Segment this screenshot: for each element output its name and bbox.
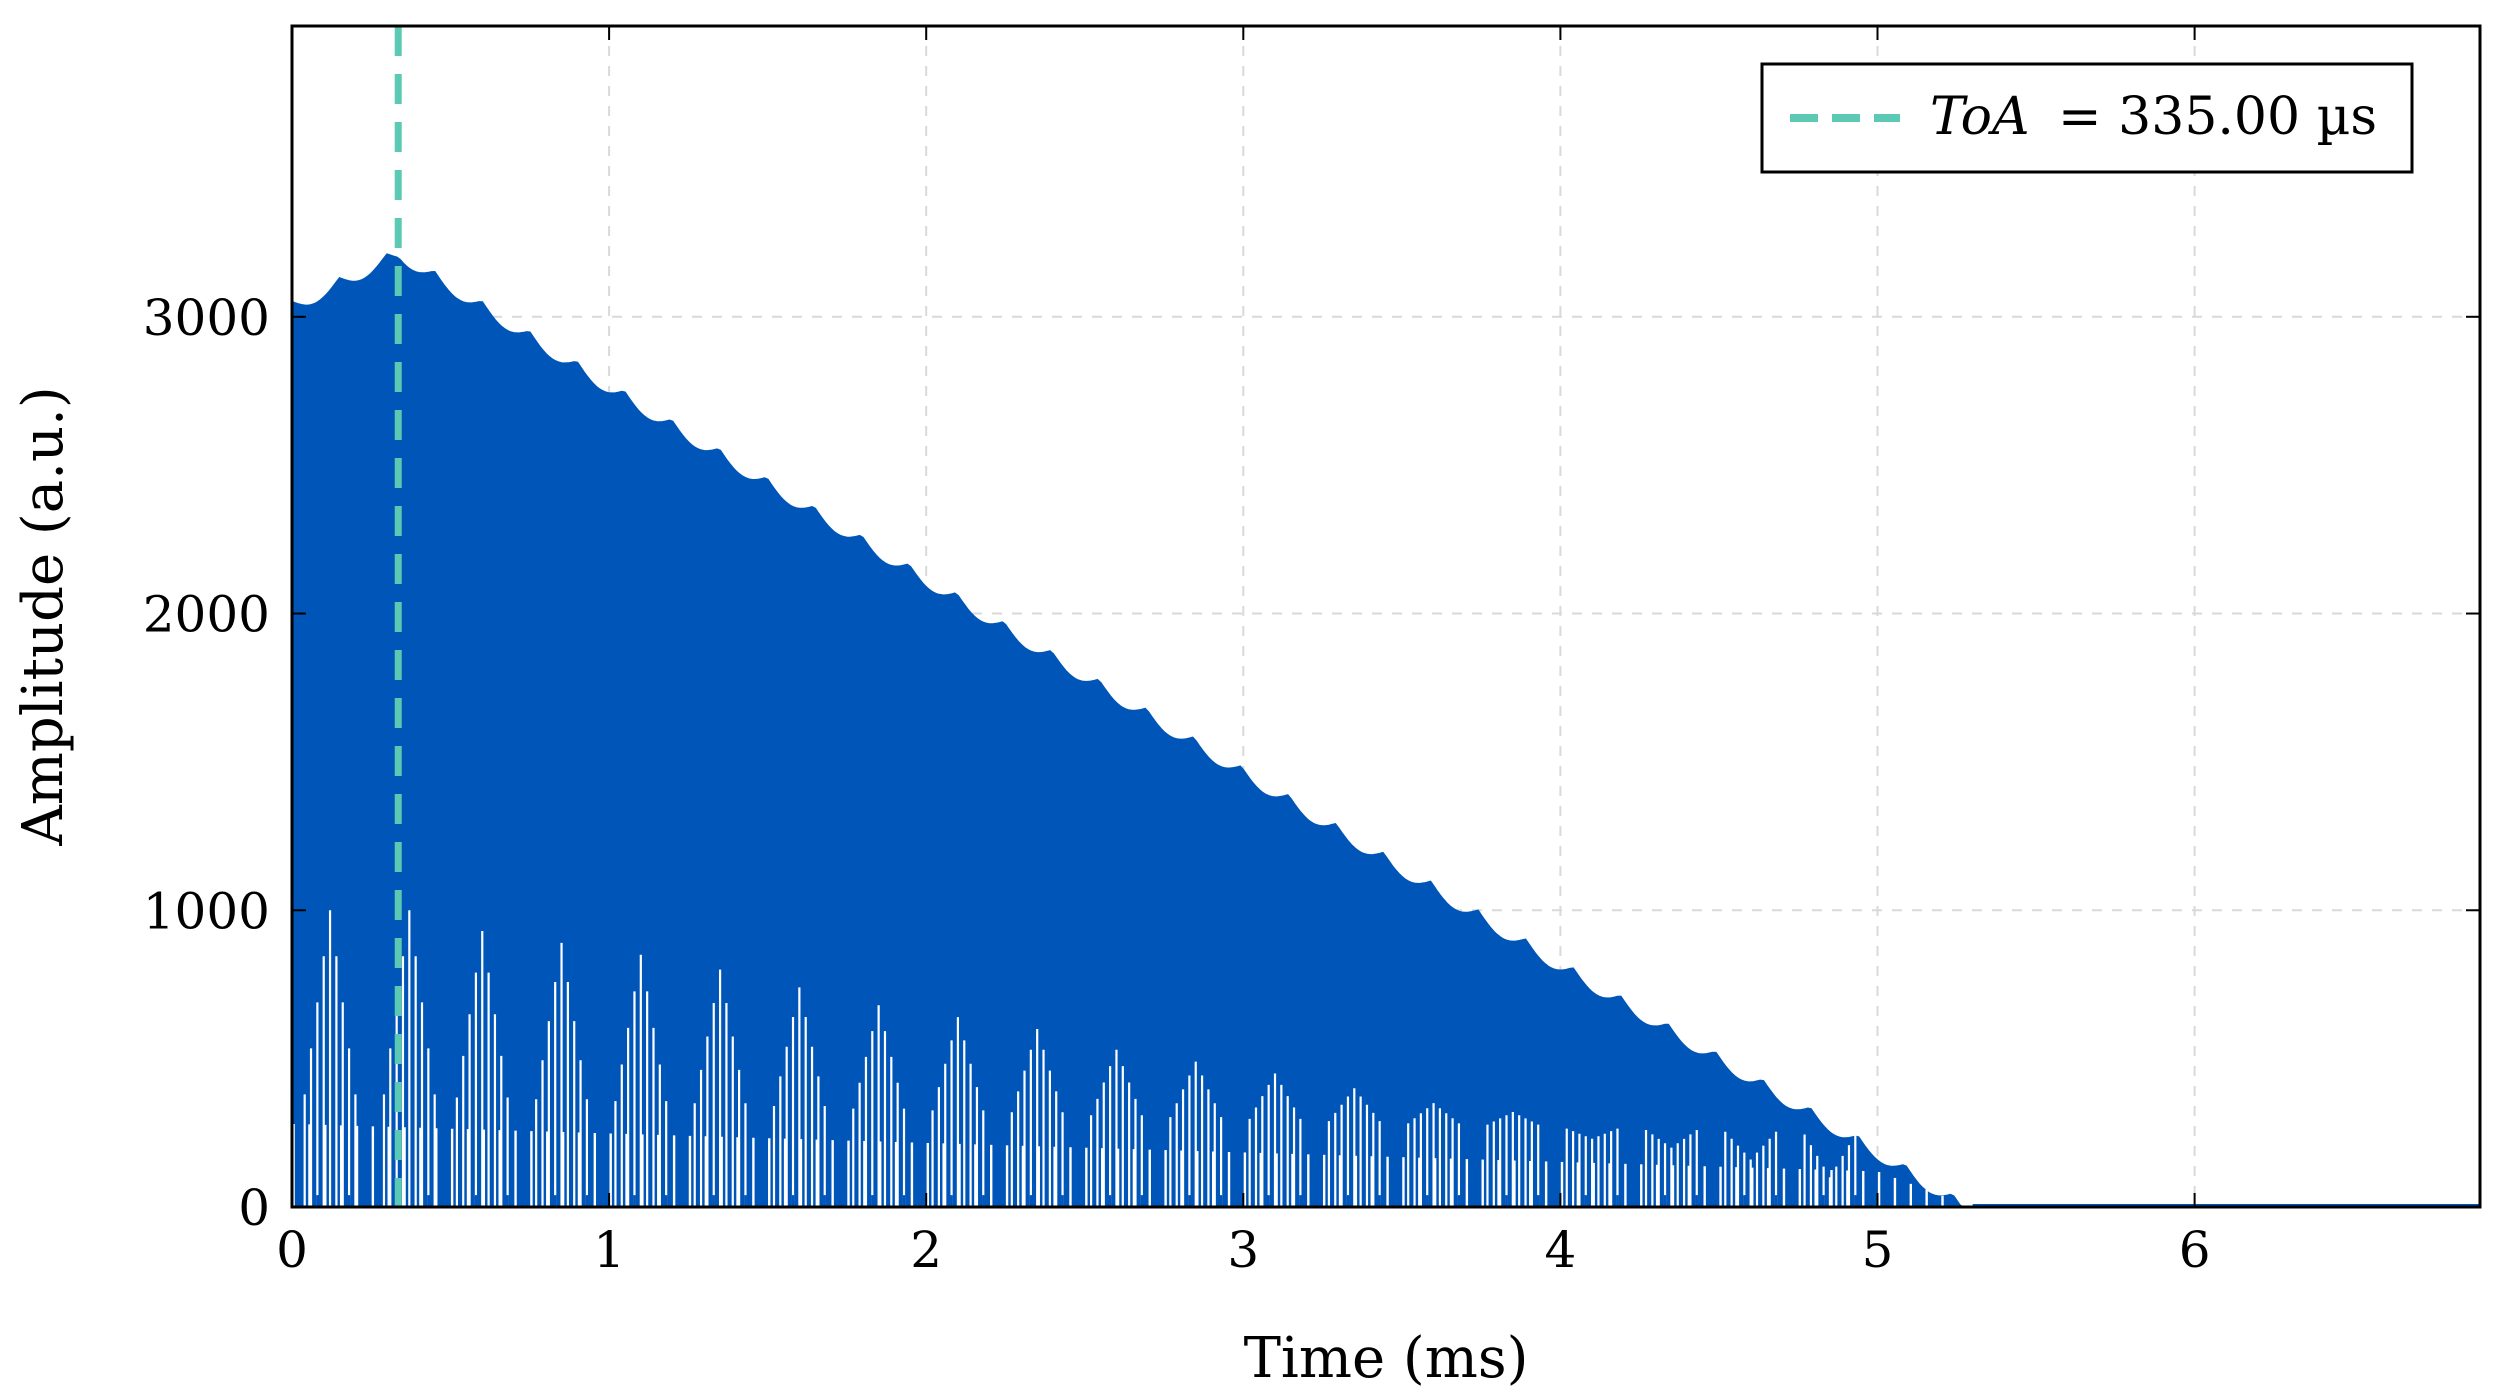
- signal-series: [291, 253, 2480, 1208]
- y-tick-label: 3000: [143, 289, 270, 347]
- y-tick-label: 2000: [143, 586, 270, 644]
- y-axis-label: Amplitude (a.u.): [11, 386, 76, 846]
- x-tick-label: 3: [1227, 1221, 1259, 1279]
- x-tick-label: 1: [593, 1221, 625, 1279]
- x-tick-label: 6: [2179, 1221, 2211, 1279]
- x-tick-label: 4: [1544, 1221, 1576, 1279]
- legend: ToA = 335.00 µs: [1760, 62, 2414, 174]
- legend-box: [1760, 62, 2414, 174]
- legend-label: ToA = 335.00 µs: [1930, 87, 2377, 147]
- axis-ticks: 0 1 2 3 4 5 6 0 1000 2000 3000: [143, 26, 2480, 1279]
- signal-envelope: [291, 253, 1973, 1208]
- y-tick-label: 1000: [143, 882, 270, 940]
- legend-value: = 335.00 µs: [2058, 87, 2377, 147]
- x-tick-label: 0: [276, 1221, 308, 1279]
- y-tick-label: 0: [238, 1179, 270, 1237]
- legend-var: ToA: [1930, 87, 2030, 147]
- plot-frame: [290, 24, 2482, 1209]
- x-axis-label: Time (ms): [1244, 1326, 1529, 1391]
- x-tick-label: 2: [910, 1221, 942, 1279]
- x-tick-label: 5: [1862, 1221, 1894, 1279]
